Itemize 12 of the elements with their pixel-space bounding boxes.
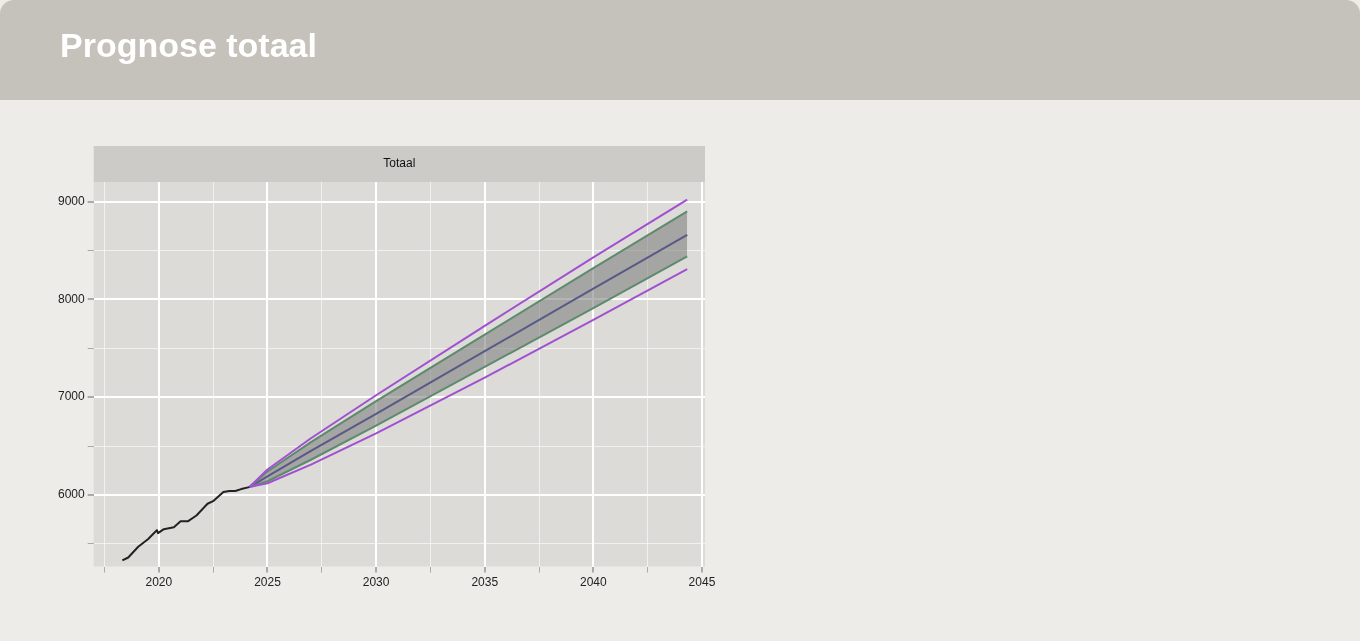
x-tick-label: 2035 — [471, 575, 499, 590]
x-tick-label: 2030 — [362, 575, 390, 590]
x-tick-label: 2045 — [688, 575, 716, 590]
y-tick-label: 7000 — [57, 389, 86, 404]
x-tick-label: 2040 — [579, 575, 608, 590]
chart-title: Prognose totaal — [60, 26, 317, 65]
y-tick-label: 9000 — [57, 193, 86, 208]
x-tick-label: 2025 — [254, 575, 282, 590]
chart-subtitle: Totaal — [383, 156, 416, 171]
y-tick-label: 6000 — [57, 487, 86, 502]
y-tick-label: 8000 — [57, 291, 86, 306]
x-tick-label: 2020 — [145, 575, 173, 590]
